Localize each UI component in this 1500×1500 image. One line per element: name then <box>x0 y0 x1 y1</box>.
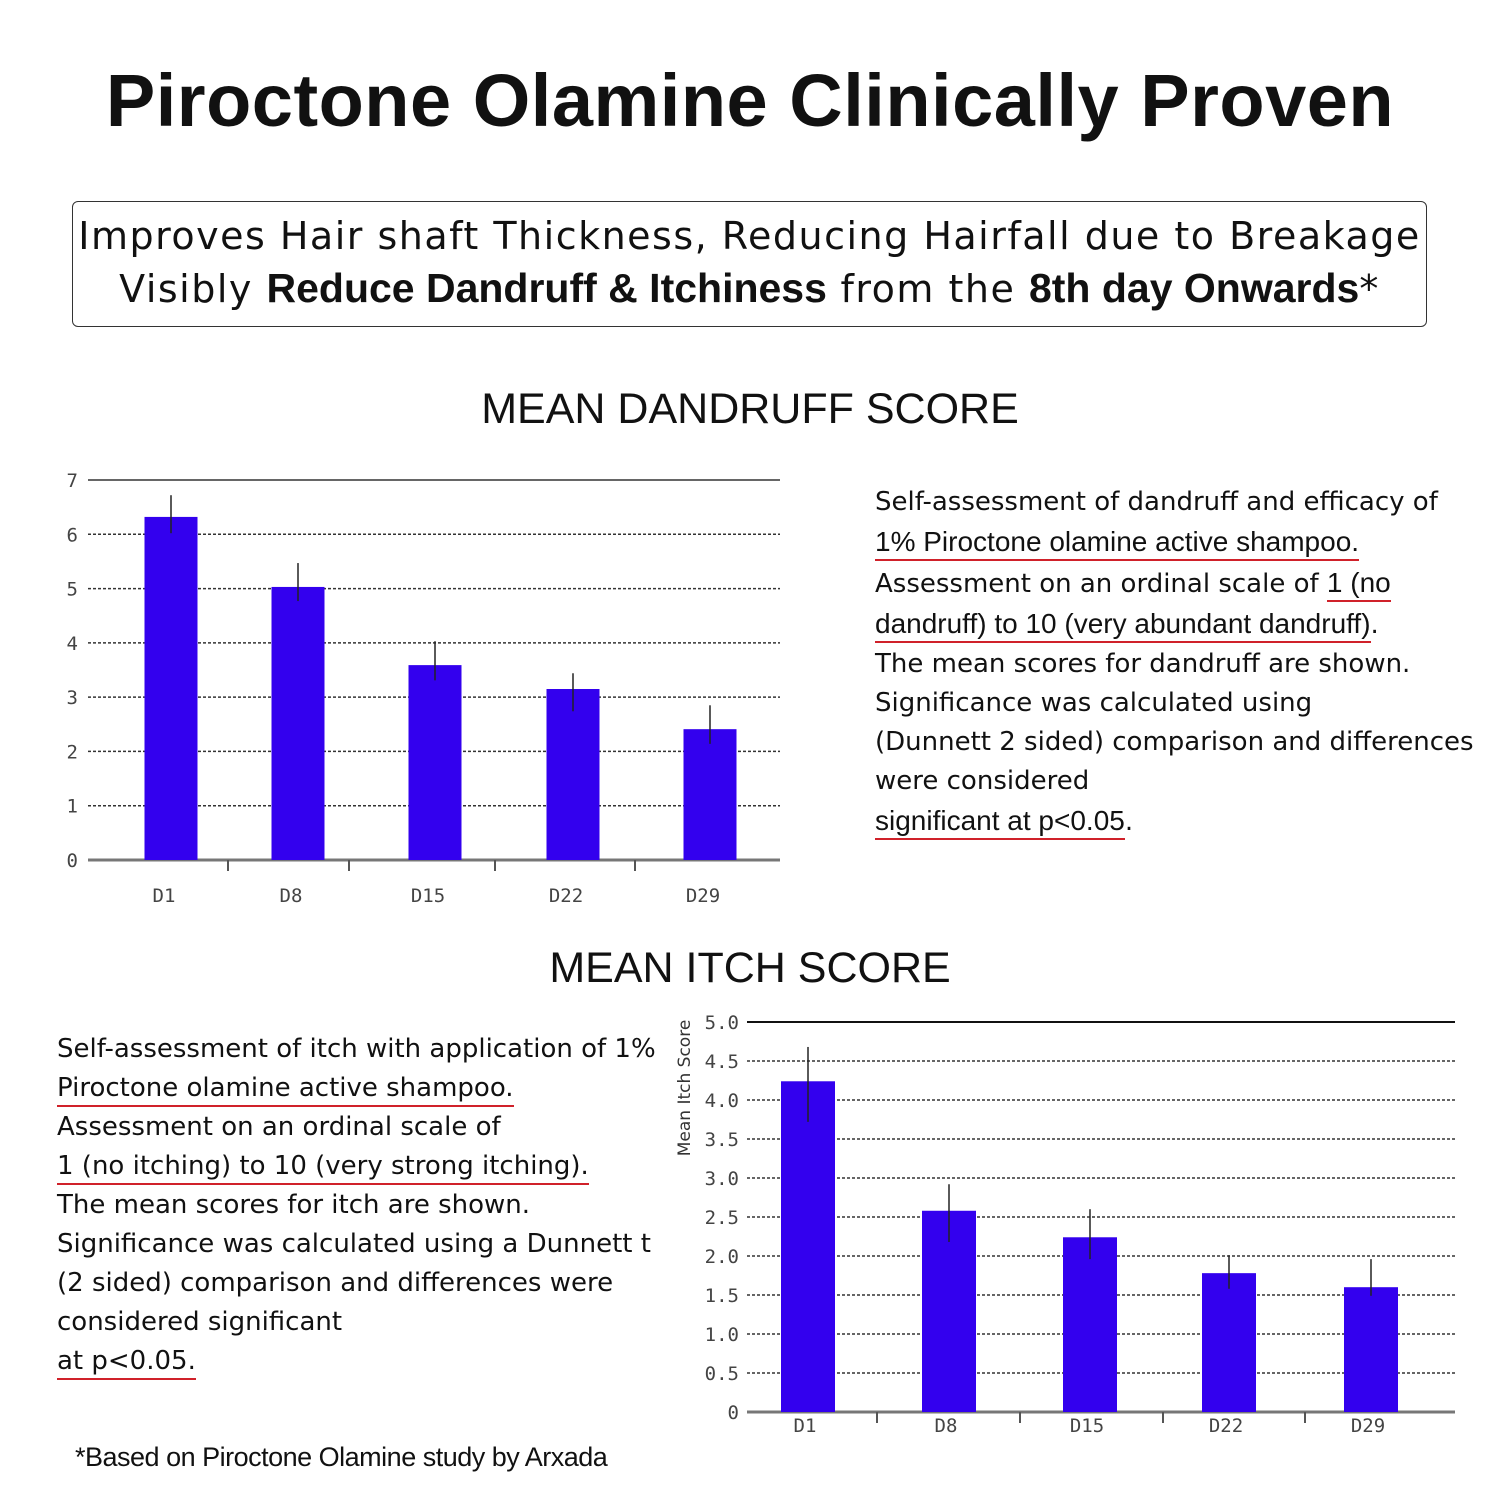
bar-D8 <box>922 1210 976 1412</box>
text-segment: Self-assessment of itch with application… <box>57 1034 656 1064</box>
description-line: Self-assessment of dandruff and efficacy… <box>875 483 1474 522</box>
underlined-text: Piroctone olamine active shampoo. <box>57 1073 514 1107</box>
y-tick-label: 6 <box>67 524 78 546</box>
description-line: Significance was calculated using a Dunn… <box>57 1225 656 1264</box>
dandruff-chart: 0 1 2 3 4 5 6 7 D1 D8 D15 D22 D29 <box>67 470 780 907</box>
description-line: Assessment on an ordinal scale of 1 (no <box>875 563 1474 604</box>
bar-D22 <box>1202 1273 1256 1412</box>
footnote: *Based on Piroctone Olamine study by Arx… <box>75 1442 608 1472</box>
y-axis-label: Mean Itch Score <box>675 1020 695 1157</box>
text-segment: The mean scores for itch are shown. <box>57 1190 531 1220</box>
x-tick-label: D22 <box>1209 1415 1243 1437</box>
banner-text-part: 8th day Onwards <box>1028 265 1360 311</box>
bar-D29 <box>683 729 737 860</box>
y-tick-label: 2 <box>67 741 78 763</box>
text-segment: Assessment on an ordinal scale of <box>57 1112 501 1142</box>
description-line: significant at p<0.05. <box>875 801 1474 842</box>
banner-text-part: Reduce Dandruff & Itchiness <box>266 265 827 311</box>
banner-text-part: from the <box>826 267 1029 311</box>
bar-D8 <box>271 586 325 860</box>
description-line: dandruff) to 10 (very abundant dandruff)… <box>875 604 1474 645</box>
text-segment: Significance was calculated using <box>875 688 1313 718</box>
itch-description: Self-assessment of itch with application… <box>57 1030 656 1381</box>
banner-text-part: Visibly <box>119 267 267 311</box>
y-tick-label: 0 <box>728 1402 739 1424</box>
description-line: 1 (no itching) to 10 (very strong itchin… <box>57 1147 656 1186</box>
description-line: (Dunnett 2 sided) comparison and differe… <box>875 723 1474 762</box>
claim-banner: Improves Hair shaft Thickness, Reducing … <box>72 201 1427 327</box>
underlined-text: 1% Piroctone olamine active shampoo. <box>875 526 1360 561</box>
x-tick-label: D8 <box>935 1415 958 1437</box>
y-tick-label: 4.5 <box>705 1051 739 1073</box>
text-segment: considered significant <box>57 1307 343 1337</box>
description-line: considered significant <box>57 1303 656 1342</box>
x-tick-label: D15 <box>411 885 445 907</box>
underlined-text: 1 (no <box>1326 567 1391 602</box>
y-tick-label: 5 <box>67 579 78 601</box>
y-tick-label: 2.0 <box>705 1246 739 1268</box>
x-tick-label: D29 <box>686 885 720 907</box>
y-tick-label: 1 <box>67 796 78 818</box>
x-tick-label: D8 <box>280 885 303 907</box>
description-line: (2 sided) comparison and differences wer… <box>57 1264 656 1303</box>
banner-line-2: Visibly Reduce Dandruff & Itchiness from… <box>73 265 1426 312</box>
y-tick-label: 5.0 <box>705 1012 739 1034</box>
description-line: Self-assessment of itch with application… <box>57 1030 656 1069</box>
text-segment: Assessment on an ordinal scale of <box>875 569 1327 599</box>
underlined-text: 1 (no itching) to 10 (very strong itchin… <box>57 1151 589 1185</box>
x-tick-label: D1 <box>794 1415 817 1437</box>
x-tick-label: D22 <box>549 885 583 907</box>
bar-D1 <box>144 516 198 860</box>
description-line: Assessment on an ordinal scale of <box>57 1108 656 1147</box>
dandruff-description: Self-assessment of dandruff and efficacy… <box>875 483 1474 842</box>
text-segment: . <box>1124 807 1134 837</box>
x-tick-label: D15 <box>1070 1415 1104 1437</box>
y-tick-label: 7 <box>67 470 78 492</box>
y-tick-label: 4.0 <box>705 1090 739 1112</box>
itch-chart-title: MEAN ITCH SCORE <box>549 944 951 992</box>
banner-line-1: Improves Hair shaft Thickness, Reducing … <box>78 214 1421 258</box>
bar-D29 <box>1344 1287 1398 1412</box>
description-line: Piroctone olamine active shampoo. <box>57 1069 656 1108</box>
text-segment: The mean scores for dandruff are shown. <box>875 649 1411 679</box>
y-tick-label: 0.5 <box>705 1363 739 1385</box>
text-segment: Significance was calculated using a Dunn… <box>57 1229 651 1259</box>
text-segment: (2 sided) comparison and differences wer… <box>57 1268 614 1298</box>
text-segment: were considered <box>875 766 1090 796</box>
dandruff-chart-title: MEAN DANDRUFF SCORE <box>481 385 1019 433</box>
y-tick-label: 2.5 <box>705 1207 739 1229</box>
description-line: The mean scores for itch are shown. <box>57 1186 656 1225</box>
underlined-text: at p<0.05. <box>57 1346 196 1380</box>
description-line: at p<0.05. <box>57 1342 656 1381</box>
description-line: Significance was calculated using <box>875 684 1474 723</box>
description-line: were considered <box>875 762 1474 801</box>
bar-D22 <box>546 689 600 860</box>
underlined-text: significant at p<0.05 <box>875 805 1125 840</box>
description-line: The mean scores for dandruff are shown. <box>875 645 1474 684</box>
y-tick-label: 0 <box>67 850 78 872</box>
bar-D15 <box>1063 1237 1117 1412</box>
banner-text-part: * <box>1359 267 1380 311</box>
text-segment: (Dunnett 2 sided) comparison and differe… <box>875 727 1474 757</box>
text-segment: Self-assessment of dandruff and efficacy… <box>875 487 1438 517</box>
itch-chart: 0 0.5 1.0 1.5 2.0 2.5 3.0 3.5 4.0 4.5 5.0 D1 D8 D15 D2… <box>675 1012 1455 1437</box>
x-tick-label: D1 <box>153 885 176 907</box>
x-tick-label: D29 <box>1351 1415 1385 1437</box>
y-tick-label: 1.5 <box>705 1285 739 1307</box>
y-tick-label: 1.0 <box>705 1324 739 1346</box>
y-tick-label: 3.0 <box>705 1168 739 1190</box>
underlined-text: dandruff) to 10 (very abundant dandruff) <box>875 608 1371 643</box>
bar-D15 <box>408 665 462 860</box>
bar-D1 <box>781 1081 835 1412</box>
y-tick-label: 4 <box>67 633 78 655</box>
page-title: Piroctone Olamine Clinically Proven <box>105 59 1395 142</box>
description-line: 1% Piroctone olamine active shampoo. <box>875 522 1474 563</box>
y-tick-label: 3.5 <box>705 1129 739 1151</box>
y-tick-label: 3 <box>67 687 78 709</box>
text-segment: . <box>1370 610 1379 640</box>
